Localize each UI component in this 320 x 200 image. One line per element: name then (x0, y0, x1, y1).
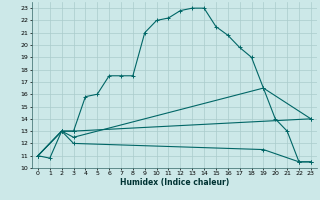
X-axis label: Humidex (Indice chaleur): Humidex (Indice chaleur) (120, 178, 229, 187)
